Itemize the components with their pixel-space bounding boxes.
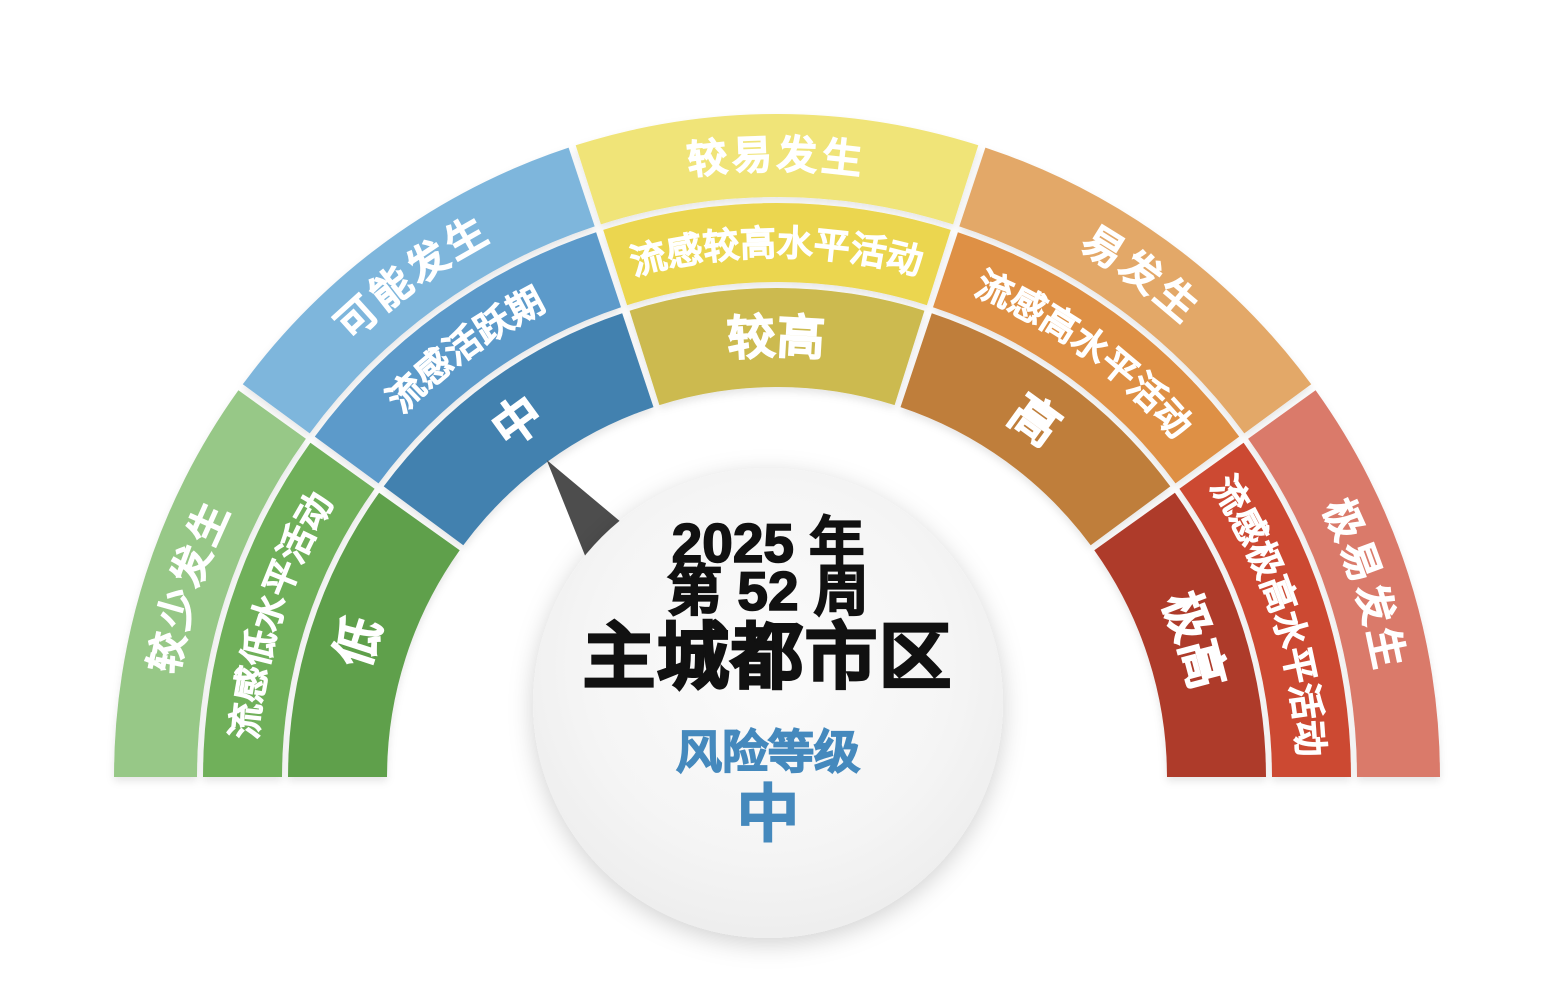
gauge-segments	[114, 114, 1440, 777]
activity-label-medium-high: 流感较高水平活动	[625, 221, 927, 283]
segment-extreme-outer	[1248, 390, 1440, 777]
segment-medium-high-outer	[575, 114, 979, 225]
svg-text:流感较高水平活动: 流感较高水平活动	[626, 222, 928, 283]
segment-high-inner	[900, 313, 1171, 546]
segment-medium-outer	[242, 147, 595, 434]
segment-high-outer	[959, 147, 1312, 434]
segment-high-middle	[933, 232, 1240, 484]
center-circle	[533, 468, 1003, 938]
segment-low-outer	[114, 390, 306, 777]
center-text-block: 2025 年 第 52 周 主城都市区 风险等级 中	[582, 511, 953, 850]
level-label-medium-high: 较高	[725, 310, 827, 367]
segment-extreme-middle	[1179, 442, 1351, 777]
center-risk-value: 中	[737, 781, 799, 850]
segment-low-inner	[288, 492, 460, 777]
segment-medium-middle	[314, 232, 621, 484]
segment-extreme-inner	[1094, 492, 1266, 777]
segment-low-middle	[203, 442, 375, 777]
center-risk-label: 风险等级	[676, 726, 860, 778]
center-year: 2025 年	[672, 512, 865, 574]
svg-text:较易发生: 较易发生	[685, 133, 869, 183]
center-week: 第 52 周	[667, 560, 869, 622]
segment-medium-inner	[383, 313, 654, 546]
segment-medium-high-inner	[629, 287, 925, 406]
svg-text:较高: 较高	[726, 310, 829, 366]
center-region: 主城都市区	[583, 618, 953, 698]
likelihood-label-medium-high: 较易发生	[684, 133, 864, 184]
segment-medium-high-middle	[603, 202, 951, 306]
